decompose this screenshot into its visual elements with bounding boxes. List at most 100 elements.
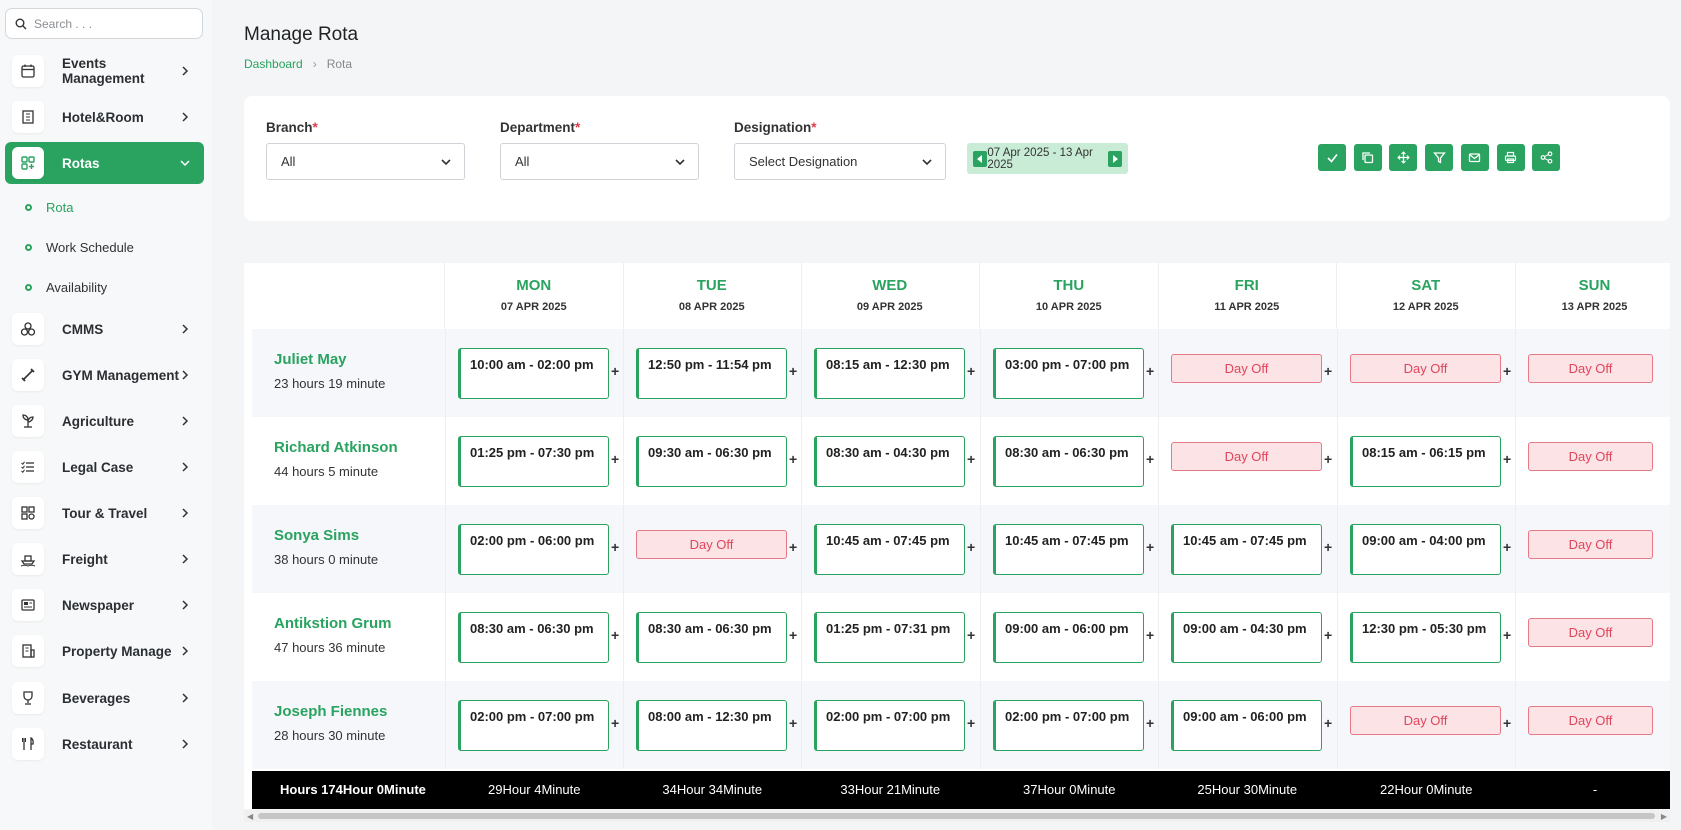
shift-card[interactable]: 02:00 pm - 06:00 pm [458,524,609,575]
print-button[interactable] [1496,144,1525,171]
scroll-right-icon[interactable]: ▶ [1660,812,1667,821]
shift-card[interactable]: 12:30 pm - 05:30 pm [1350,612,1501,663]
add-shift-button[interactable]: + [789,539,798,555]
employee-name[interactable]: Joseph Fiennes [274,703,388,720]
add-shift-button[interactable]: + [1503,451,1512,467]
add-shift-button[interactable]: + [1324,627,1333,643]
sidebar-item-rotas[interactable]: Rotas [5,142,204,184]
shift-card[interactable]: 10:00 am - 02:00 pm [458,348,609,399]
day-off-badge[interactable]: Day Off [1171,354,1322,383]
add-shift-button[interactable]: + [967,451,976,467]
add-shift-button[interactable]: + [1503,539,1512,555]
sidebar-item-beverages[interactable]: Beverages [5,677,204,719]
shift-card[interactable]: 08:00 am - 12:30 pm [636,700,787,751]
scroll-left-icon[interactable]: ◀ [247,812,254,821]
move-button[interactable] [1389,144,1418,171]
shift-card[interactable]: 10:45 am - 07:45 pm [814,524,965,575]
copy-button[interactable] [1353,144,1382,171]
sidebar-item-restaurant[interactable]: Restaurant [5,723,204,765]
horizontal-scrollbar[interactable]: ◀ ▶ [244,810,1670,822]
add-shift-button[interactable]: + [967,715,976,731]
branch-select[interactable]: All [266,143,465,180]
employee-name[interactable]: Antikstion Grum [274,615,392,632]
add-shift-button[interactable]: + [611,363,620,379]
add-shift-button[interactable]: + [611,539,620,555]
add-shift-button[interactable]: + [789,627,798,643]
add-shift-button[interactable]: + [611,451,620,467]
add-shift-button[interactable]: + [611,715,620,731]
add-shift-button[interactable]: + [1503,627,1512,643]
add-shift-button[interactable]: + [1324,363,1333,379]
sidebar-subitem-work-schedule[interactable]: Work Schedule [25,236,134,258]
shift-card[interactable]: 10:45 am - 07:45 pm [1171,524,1322,575]
add-shift-button[interactable]: + [967,539,976,555]
search-input[interactable]: Search . . . [5,8,203,39]
shift-card[interactable]: 10:45 am - 07:45 pm [993,524,1144,575]
sidebar-item-tour-travel[interactable]: Tour & Travel [5,492,204,534]
add-shift-button[interactable]: + [789,363,798,379]
add-shift-button[interactable]: + [1146,451,1155,467]
shift-card[interactable]: 09:00 am - 04:30 pm [1171,612,1322,663]
shift-card[interactable]: 02:00 pm - 07:00 pm [993,700,1144,751]
shift-card[interactable]: 08:30 am - 06:30 pm [636,612,787,663]
sidebar-item-property-manage[interactable]: Property Manage [5,630,204,672]
add-shift-button[interactable]: + [1324,451,1333,467]
day-off-badge[interactable]: Day Off [1350,706,1501,735]
day-off-badge[interactable]: Day Off [636,530,787,559]
add-shift-button[interactable]: + [1324,539,1333,555]
sidebar-item-legal-case[interactable]: Legal Case [5,446,204,488]
shift-card[interactable]: 03:00 pm - 07:00 pm [993,348,1144,399]
employee-name[interactable]: Sonya Sims [274,527,360,544]
shift-card[interactable]: 08:30 am - 06:30 pm [993,436,1144,487]
add-shift-button[interactable]: + [967,363,976,379]
shift-card[interactable]: 02:00 pm - 07:00 pm [814,700,965,751]
add-shift-button[interactable]: + [1503,363,1512,379]
sidebar-item-freight[interactable]: Freight [5,538,204,580]
shift-card[interactable]: 08:15 am - 06:15 pm [1350,436,1501,487]
shift-card[interactable]: 01:25 pm - 07:30 pm [458,436,609,487]
day-off-badge[interactable]: Day Off [1528,618,1653,647]
day-off-badge[interactable]: Day Off [1528,530,1653,559]
designation-select[interactable]: Select Designation [734,143,946,180]
day-off-badge[interactable]: Day Off [1350,354,1501,383]
add-shift-button[interactable]: + [1146,715,1155,731]
sidebar-item-hotel-room[interactable]: Hotel&Room [5,96,204,138]
add-shift-button[interactable]: + [1324,715,1333,731]
shift-card[interactable]: 09:00 am - 06:00 pm [993,612,1144,663]
add-shift-button[interactable]: + [611,627,620,643]
mail-button[interactable] [1460,144,1489,171]
sidebar-item-agriculture[interactable]: Agriculture [5,400,204,442]
sidebar-item-cmms[interactable]: CMMS [5,308,204,350]
scrollbar-thumb[interactable] [258,813,1655,819]
sidebar-item-gym-management[interactable]: GYM Management [5,354,204,396]
shift-card[interactable]: 09:00 am - 06:00 pm [1171,700,1322,751]
check-button[interactable] [1318,144,1346,171]
filter-button[interactable] [1425,144,1454,171]
share-button[interactable] [1532,144,1561,171]
add-shift-button[interactable]: + [1146,539,1155,555]
day-off-badge[interactable]: Day Off [1528,354,1653,383]
shift-card[interactable]: 01:25 pm - 07:31 pm [814,612,965,663]
add-shift-button[interactable]: + [1146,363,1155,379]
add-shift-button[interactable]: + [1146,627,1155,643]
shift-card[interactable]: 08:30 am - 04:30 pm [814,436,965,487]
shift-card[interactable]: 09:00 am - 04:00 pm [1350,524,1501,575]
next-week-button[interactable] [1107,150,1123,167]
sidebar-item-newspaper[interactable]: Newspaper [5,584,204,626]
add-shift-button[interactable]: + [967,627,976,643]
employee-name[interactable]: Richard Atkinson [274,439,398,456]
day-off-badge[interactable]: Day Off [1528,442,1653,471]
add-shift-button[interactable]: + [789,715,798,731]
shift-card[interactable]: 12:50 pm - 11:54 pm [636,348,787,399]
employee-name[interactable]: Juliet May [274,351,347,368]
sidebar-subitem-rota[interactable]: Rota [25,196,73,218]
department-select[interactable]: All [500,143,699,180]
day-off-badge[interactable]: Day Off [1171,442,1322,471]
shift-card[interactable]: 09:30 am - 06:30 pm [636,436,787,487]
breadcrumb-dashboard[interactable]: Dashboard [244,57,303,71]
sidebar-subitem-availability[interactable]: Availability [25,276,107,298]
day-off-badge[interactable]: Day Off [1528,706,1653,735]
shift-card[interactable]: 08:30 am - 06:30 pm [458,612,609,663]
shift-card[interactable]: 08:15 am - 12:30 pm [814,348,965,399]
sidebar-item-events-management[interactable]: Events Management [5,50,204,92]
